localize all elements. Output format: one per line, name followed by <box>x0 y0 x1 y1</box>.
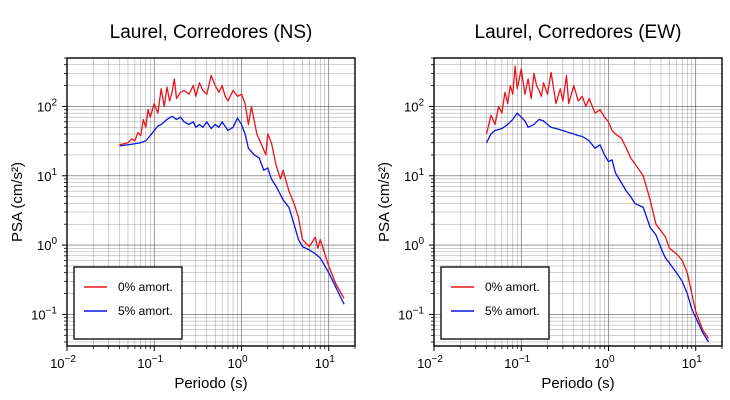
series-line-0pct <box>485 65 710 339</box>
y-tick-label: 10−1 <box>31 305 57 322</box>
plot-frame <box>66 57 356 347</box>
y-tick-label: 101 <box>37 167 57 184</box>
y-tick-label: 100 <box>404 236 424 253</box>
y-axis-label: PSA (cm/s²) <box>9 162 26 242</box>
x-tick-label: 101 <box>682 354 702 371</box>
chart-panel-ew: 10−2 10−1 100 101 10−1 100 101 102 Laurel, Corre… <box>376 22 723 392</box>
y-tick-label: 102 <box>404 97 424 114</box>
legend-label: 0% amort. <box>485 280 540 294</box>
x-axis-label: Periodo (s) <box>541 375 614 392</box>
series-line-5pct <box>119 115 345 305</box>
legend-box <box>73 266 183 340</box>
plot-frame <box>433 57 723 347</box>
x-tick-label: 100 <box>227 354 247 371</box>
chart-title: Laurel, Corredores (EW) <box>475 22 682 43</box>
series-line-0pct <box>119 74 345 299</box>
y-tick-label: 102 <box>37 97 57 114</box>
x-tick-label: 101 <box>315 354 335 371</box>
chart-panel-ns: 10−2 10−1 100 101 10−1 100 101 102 Laurel, Corre… <box>9 22 356 392</box>
chart-title: Laurel, Corredores (NS) <box>110 22 313 43</box>
x-tick-label: 10−2 <box>50 354 76 371</box>
legend-label: 5% amort. <box>485 304 540 318</box>
x-tick-label: 10−1 <box>504 354 530 371</box>
legend-box <box>440 266 550 340</box>
y-axis-label: PSA (cm/s²) <box>376 162 393 242</box>
legend: 0% amort. 5% amort. <box>440 266 550 340</box>
legend-label: 5% amort. <box>118 304 173 318</box>
y-tick-label: 101 <box>404 167 424 184</box>
legend: 0% amort. 5% amort. <box>73 266 183 340</box>
x-tick-label: 10−2 <box>417 354 443 371</box>
legend-label: 0% amort. <box>118 280 173 294</box>
x-axis-label: Periodo (s) <box>174 375 247 392</box>
y-tick-label: 100 <box>37 236 57 253</box>
y-tick-label: 10−1 <box>398 305 424 322</box>
x-tick-label: 100 <box>594 354 614 371</box>
x-tick-label: 10−1 <box>137 354 163 371</box>
series-line-5pct <box>485 112 710 343</box>
